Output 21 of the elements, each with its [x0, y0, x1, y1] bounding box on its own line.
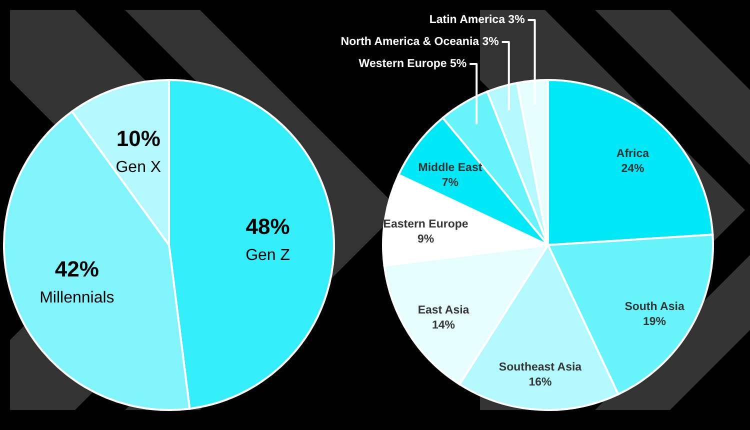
slice-label: Eastern Europe [383, 218, 468, 231]
slice-label: Millennials [40, 289, 114, 306]
data-label: 14% [432, 319, 456, 332]
data-label: 19% [643, 316, 666, 328]
slice-label: Western Europe 5% [358, 58, 467, 70]
data-label: 24% [621, 162, 644, 175]
data-label: 10% [116, 126, 160, 151]
slice-label: East Asia [418, 304, 470, 316]
slice-label: Middle East [418, 162, 482, 174]
slice-label: Gen Z [246, 246, 290, 264]
slice-label: Africa [616, 148, 650, 160]
slice-label: South Asia [624, 300, 685, 313]
slice-label: North America & Oceania 3% [340, 36, 499, 48]
data-label: 42% [54, 256, 99, 282]
data-label: 7% [442, 177, 459, 190]
slice-label: Latin America 3% [429, 14, 525, 26]
data-label: 48% [246, 214, 290, 239]
data-label: 16% [528, 376, 552, 389]
slice-label: Gen X [116, 158, 162, 176]
slice-label: Southeast Asia [498, 362, 582, 374]
data-label: 9% [417, 234, 434, 246]
